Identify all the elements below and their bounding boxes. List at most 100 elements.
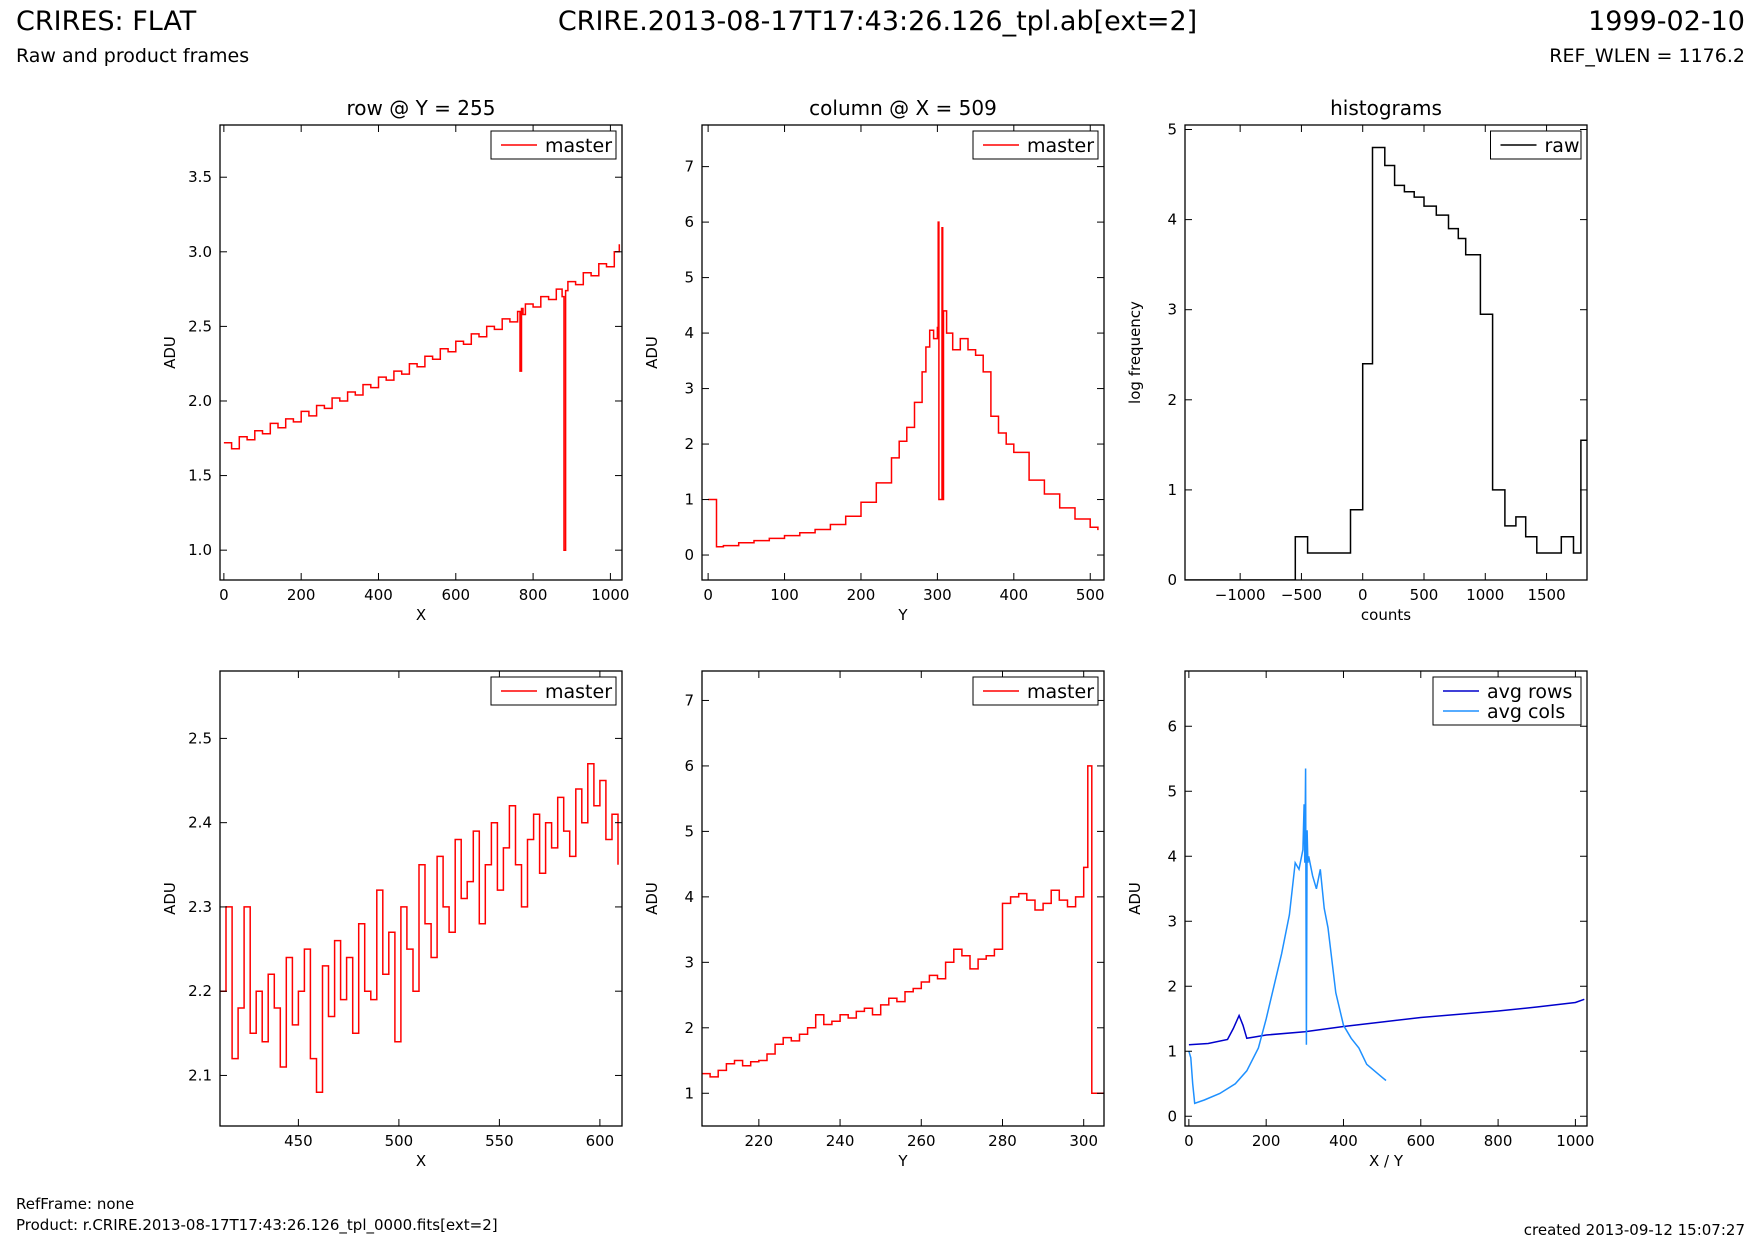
y-axis-label: ADU bbox=[161, 882, 179, 915]
series-line bbox=[220, 762, 619, 1094]
series-line bbox=[1188, 768, 1387, 1105]
legend-label: master bbox=[545, 135, 612, 157]
x-tick-label: 200 bbox=[847, 586, 876, 604]
y-tick-label: 5 bbox=[684, 822, 694, 840]
ref-frame-label: RefFrame: none bbox=[16, 1195, 135, 1213]
y-tick-label: 3 bbox=[1167, 912, 1177, 930]
plot-frame bbox=[219, 124, 623, 581]
y-tick-label: 4 bbox=[684, 888, 694, 906]
x-tick-label: 400 bbox=[999, 586, 1028, 604]
y-axis-label: ADU bbox=[161, 336, 179, 369]
y-tick-label: 1.0 bbox=[188, 541, 212, 559]
x-axis-label: X bbox=[416, 606, 426, 624]
legend-label: raw bbox=[1545, 135, 1580, 157]
series-line bbox=[1185, 146, 1587, 580]
x-tick-label: 1000 bbox=[1556, 1132, 1594, 1150]
y-tick-label: 6 bbox=[684, 757, 694, 775]
y-tick-label: 4 bbox=[1167, 211, 1177, 229]
y-tick-label: 2.5 bbox=[188, 729, 212, 747]
y-tick-label: 2 bbox=[1167, 391, 1177, 409]
x-tick-label: 450 bbox=[284, 1132, 313, 1150]
y-tick-label: 5 bbox=[1167, 782, 1177, 800]
x-tick-label: 400 bbox=[364, 586, 393, 604]
ref-wlen-label: REF_WLEN = 1176.2 bbox=[1549, 45, 1745, 67]
y-tick-label: 1 bbox=[684, 1084, 694, 1102]
y-tick-label: 6 bbox=[1167, 717, 1177, 735]
x-tick-label: 1500 bbox=[1527, 586, 1565, 604]
x-tick-label: 0 bbox=[1358, 586, 1368, 604]
y-tick-label: 4 bbox=[1167, 847, 1177, 865]
plot-frame bbox=[701, 124, 1105, 581]
x-tick-label: 800 bbox=[519, 586, 548, 604]
x-tick-label: 0 bbox=[703, 586, 713, 604]
y-tick-label: 0 bbox=[1167, 571, 1177, 589]
y-tick-label: 3 bbox=[1167, 301, 1177, 319]
x-axis-label: X / Y bbox=[1369, 1152, 1404, 1170]
page-title: CRIRES: FLAT bbox=[16, 6, 197, 37]
plot-frame bbox=[1184, 124, 1588, 581]
x-tick-label: 500 bbox=[1076, 586, 1105, 604]
x-tick-label: 1000 bbox=[591, 586, 629, 604]
y-tick-label: 4 bbox=[684, 324, 694, 342]
x-tick-label: 600 bbox=[586, 1132, 615, 1150]
x-tick-label: 280 bbox=[988, 1132, 1017, 1150]
x-tick-label: 500 bbox=[1410, 586, 1439, 604]
y-tick-label: 3 bbox=[684, 953, 694, 971]
chart-panel: −1000 −500 0 500 1000 1500 0 1 2 3 4 5 histograms cou… bbox=[1126, 96, 1588, 624]
chart-panel: 0 200 400 600 800 1000 0 1 2 3 4 5 6 X / Y ADU avg rows… bbox=[1126, 670, 1594, 1170]
series-line bbox=[702, 765, 1104, 1095]
y-tick-label: 6 bbox=[684, 213, 694, 231]
y-tick-label: 2.2 bbox=[188, 982, 212, 1000]
x-tick-label: 200 bbox=[287, 586, 316, 604]
y-axis-label: log frequency bbox=[1126, 301, 1144, 404]
y-tick-label: 2.5 bbox=[188, 317, 212, 335]
y-tick-label: 2.0 bbox=[188, 392, 212, 410]
page-subtitle: Raw and product frames bbox=[16, 45, 250, 67]
x-tick-label: 0 bbox=[219, 586, 229, 604]
legend-label: avg rows bbox=[1487, 681, 1572, 703]
chart-panel: 0 100 200 300 400 500 0 1 2 3 4 5 6 7 column @ X = 509… bbox=[643, 96, 1105, 624]
series-line bbox=[708, 221, 1099, 548]
x-tick-label: 400 bbox=[1329, 1132, 1358, 1150]
legend-label: master bbox=[545, 681, 612, 703]
y-tick-label: 2 bbox=[684, 1019, 694, 1037]
y-tick-label: 2.1 bbox=[188, 1066, 212, 1084]
chart-panel: 220 240 260 280 300 1 2 3 4 5 6 7 Y ADU master bbox=[643, 670, 1105, 1170]
y-axis-label: ADU bbox=[643, 336, 661, 369]
x-tick-label: −500 bbox=[1281, 586, 1322, 604]
y-tick-label: 1.5 bbox=[188, 467, 212, 485]
created-label: created 2013-09-12 15:07:27 bbox=[1523, 1221, 1745, 1239]
x-tick-label: 220 bbox=[745, 1132, 774, 1150]
x-tick-label: 600 bbox=[441, 586, 470, 604]
x-tick-label: 550 bbox=[485, 1132, 514, 1150]
x-axis-label: X bbox=[416, 1152, 426, 1170]
x-tick-label: 800 bbox=[1484, 1132, 1513, 1150]
x-tick-label: 200 bbox=[1252, 1132, 1281, 1150]
x-tick-label: 100 bbox=[770, 586, 799, 604]
y-axis-label: ADU bbox=[1126, 882, 1144, 915]
y-tick-label: 3 bbox=[684, 380, 694, 398]
y-tick-label: 2.4 bbox=[188, 814, 212, 832]
plot-frame bbox=[219, 670, 623, 1127]
y-tick-label: 1 bbox=[684, 491, 694, 509]
x-axis-label: Y bbox=[897, 606, 908, 624]
y-axis-label: ADU bbox=[643, 882, 661, 915]
file-title: CRIRE.2013-08-17T17:43:26.126_tpl.ab[ext… bbox=[557, 6, 1198, 37]
plot-frame bbox=[701, 670, 1105, 1127]
y-tick-label: 7 bbox=[684, 691, 694, 709]
chart-title: histograms bbox=[1330, 96, 1442, 120]
y-tick-label: 0 bbox=[684, 546, 694, 564]
y-tick-label: 3.5 bbox=[188, 168, 212, 186]
x-axis-label: Y bbox=[897, 1152, 908, 1170]
x-tick-label: 1000 bbox=[1466, 586, 1504, 604]
x-axis-label: counts bbox=[1361, 606, 1411, 624]
y-tick-label: 2 bbox=[1167, 977, 1177, 995]
legend-label: avg cols bbox=[1487, 701, 1565, 723]
series-line bbox=[223, 244, 621, 551]
y-tick-label: 5 bbox=[684, 269, 694, 287]
chart-title: row @ Y = 255 bbox=[347, 96, 496, 120]
x-tick-label: 500 bbox=[385, 1132, 414, 1150]
y-tick-label: 2 bbox=[684, 435, 694, 453]
chart-panel: 450 500 550 600 2.1 2.2 2.3 2.4 2.5 X ADU master bbox=[161, 670, 623, 1170]
x-tick-label: −1000 bbox=[1215, 586, 1266, 604]
